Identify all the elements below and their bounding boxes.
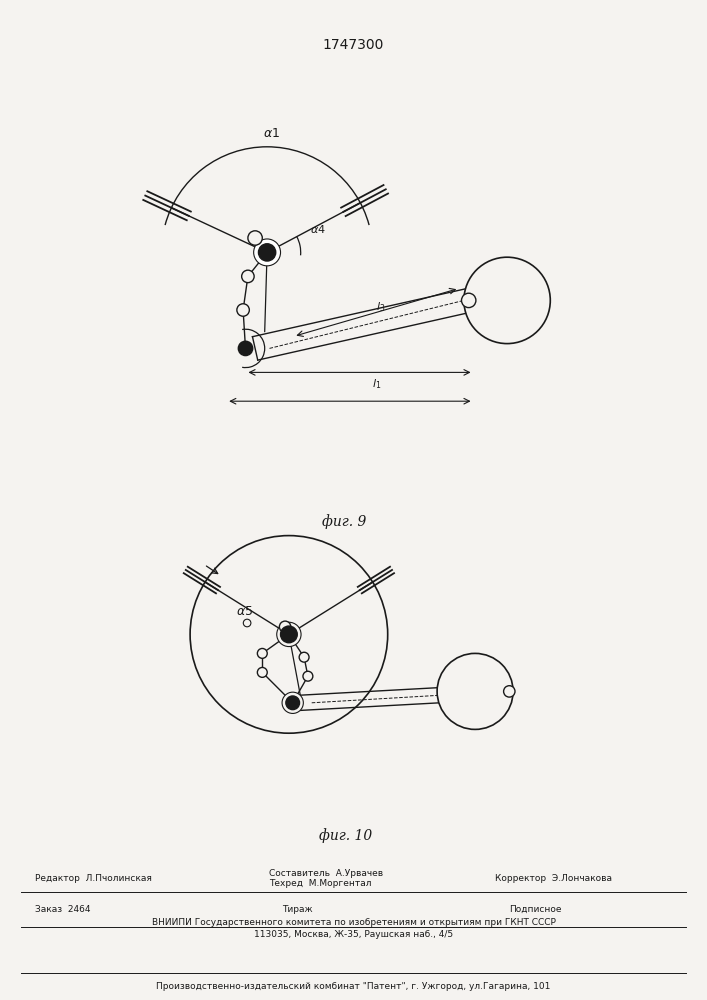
Circle shape	[254, 239, 281, 266]
Text: Составитель  А.Урвачев: Составитель А.Урвачев	[269, 869, 382, 878]
Text: фиг. 10: фиг. 10	[320, 828, 373, 843]
Text: 1747300: 1747300	[323, 38, 384, 52]
Circle shape	[260, 246, 274, 259]
Text: Производственно-издательский комбинат "Патент", г. Ужгород, ул.Гагарина, 101: Производственно-издательский комбинат "П…	[156, 982, 551, 991]
Circle shape	[243, 619, 251, 627]
Circle shape	[237, 304, 250, 316]
Circle shape	[242, 270, 254, 283]
Circle shape	[276, 622, 301, 647]
Circle shape	[281, 626, 297, 643]
Circle shape	[299, 652, 309, 662]
Text: Заказ  2464: Заказ 2464	[35, 905, 91, 914]
Circle shape	[259, 244, 276, 261]
Text: $l_3$: $l_3$	[376, 300, 385, 314]
Circle shape	[503, 686, 515, 697]
Text: $\alpha 4$: $\alpha 4$	[310, 223, 326, 235]
Text: 113035, Москва, Ж-35, Раушская наб., 4/5: 113035, Москва, Ж-35, Раушская наб., 4/5	[254, 930, 453, 939]
Text: Тираж: Тираж	[281, 905, 312, 914]
Circle shape	[287, 697, 298, 708]
Text: $l_1$: $l_1$	[371, 377, 381, 391]
Circle shape	[238, 341, 252, 356]
Text: фиг. 9: фиг. 9	[322, 514, 366, 529]
Circle shape	[257, 667, 267, 677]
Circle shape	[279, 621, 291, 632]
Circle shape	[464, 257, 550, 344]
Circle shape	[286, 696, 300, 710]
Circle shape	[437, 653, 513, 729]
Text: Техред  М.Моргентал: Техред М.Моргентал	[269, 879, 371, 888]
Circle shape	[257, 648, 267, 658]
Text: Корректор  Э.Лончакова: Корректор Э.Лончакова	[495, 874, 612, 883]
Circle shape	[248, 231, 262, 245]
Text: Подписное: Подписное	[509, 905, 561, 914]
Circle shape	[303, 671, 312, 681]
Text: ВНИИПИ Государственного комитета по изобретениям и открытиям при ГКНТ СССР: ВНИИПИ Государственного комитета по изоб…	[151, 918, 556, 927]
Circle shape	[462, 293, 476, 308]
Text: $\alpha 5$: $\alpha 5$	[235, 605, 253, 618]
Circle shape	[282, 628, 296, 641]
Circle shape	[282, 692, 303, 713]
Text: $\alpha 1$: $\alpha 1$	[264, 127, 281, 140]
Text: Редактор  Л.Пчолинская: Редактор Л.Пчолинская	[35, 874, 152, 883]
